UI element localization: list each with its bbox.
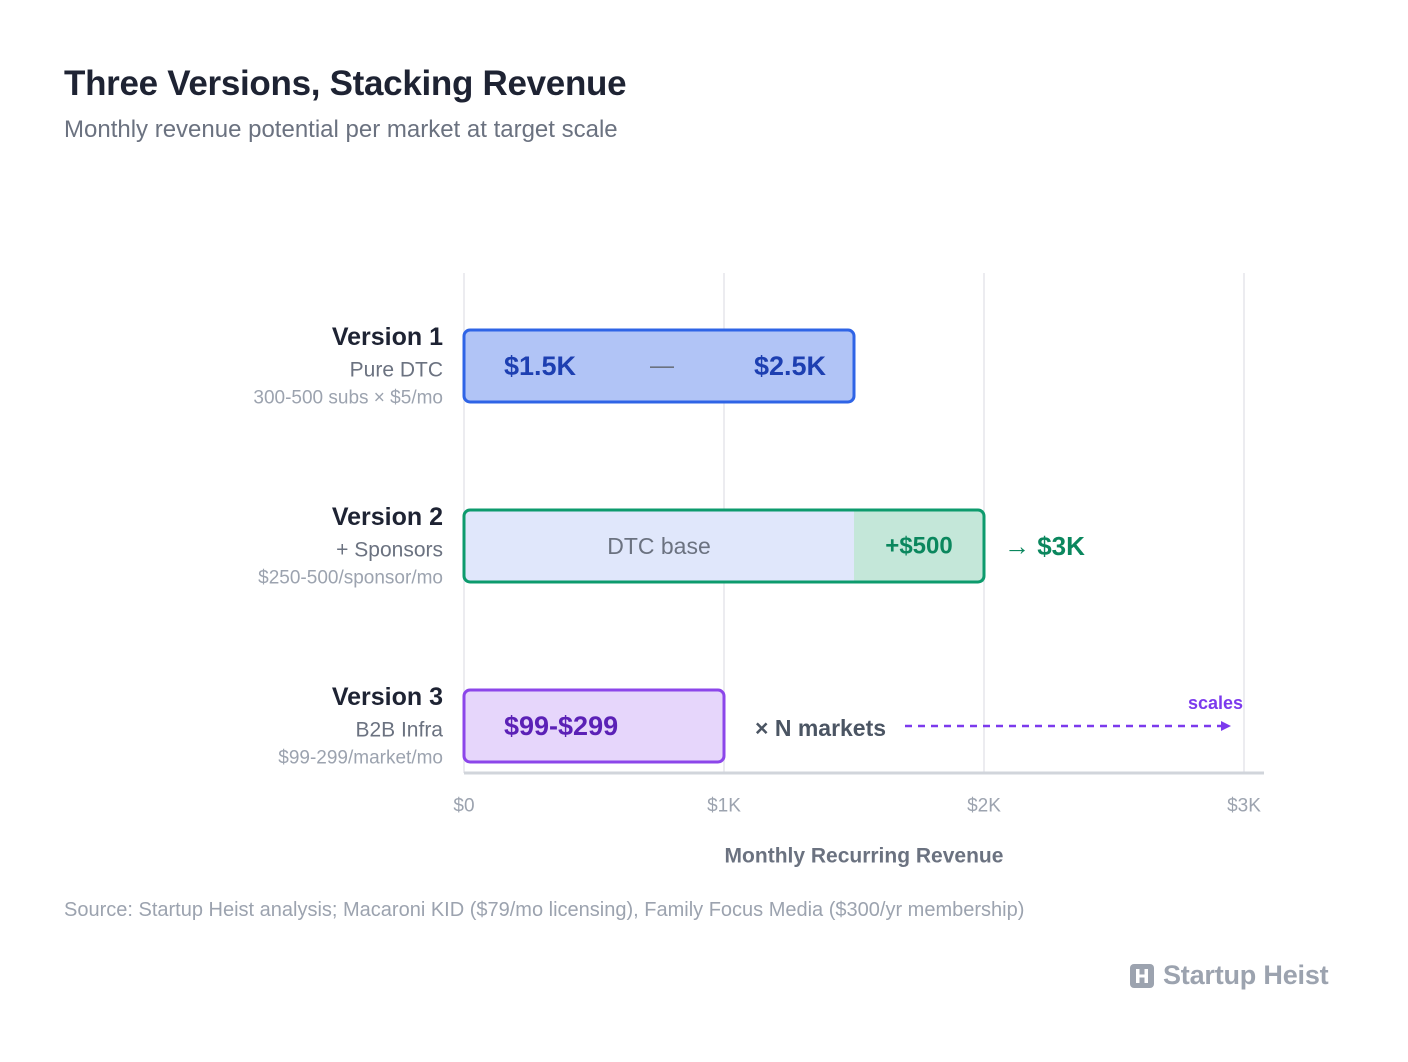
v2-sponsor-segment[interactable] bbox=[854, 510, 984, 582]
v3-multiplier-label: × N markets bbox=[755, 715, 886, 741]
v2-base-label: DTC base bbox=[607, 533, 711, 559]
x-tick-label: $1K bbox=[707, 796, 741, 817]
chart-subtitle: Monthly revenue potential per market at … bbox=[64, 116, 618, 143]
x-tick-label: $0 bbox=[453, 796, 474, 817]
brand-name: Startup Heist bbox=[1163, 960, 1329, 990]
v2-bar-outline bbox=[462, 508, 986, 584]
source-note: Source: Startup Heist analysis; Macaroni… bbox=[64, 899, 1025, 921]
v3-value-label: $99-$299 bbox=[504, 711, 618, 741]
x-tick-label: $2K bbox=[967, 796, 1001, 817]
chart-title: Three Versions, Stacking Revenue bbox=[64, 64, 627, 103]
row-detail: $99-299/market/mo bbox=[278, 748, 443, 769]
v3-bar[interactable] bbox=[462, 688, 726, 764]
row-title: Version 1 bbox=[332, 323, 443, 351]
v1-low-label: $1.5K bbox=[504, 351, 577, 381]
brand-logo[interactable]: Startup Heist bbox=[1129, 960, 1329, 991]
x-axis-label: Monthly Recurring Revenue bbox=[725, 845, 1004, 868]
v1-separator: — bbox=[650, 353, 674, 380]
brand-h-icon bbox=[1130, 963, 1154, 988]
row-detail: 300-500 subs × $5/mo bbox=[253, 388, 443, 409]
row-sublabel: Pure DTC bbox=[350, 359, 443, 382]
v1-bar[interactable] bbox=[462, 328, 856, 404]
x-tick-label: $3K bbox=[1227, 796, 1261, 817]
v2-sponsor-label: +$500 bbox=[885, 533, 952, 560]
v1-high-label: $2.5K bbox=[754, 351, 827, 381]
v2-total-label: → $3K bbox=[1004, 531, 1085, 561]
row-sublabel: + Sponsors bbox=[336, 539, 443, 562]
row-title: Version 2 bbox=[332, 503, 443, 531]
v3-scale-label: scales bbox=[1188, 693, 1243, 713]
row-title: Version 3 bbox=[332, 683, 443, 711]
row-sublabel: B2B Infra bbox=[355, 719, 443, 742]
v2-base-segment[interactable] bbox=[464, 510, 854, 582]
row-detail: $250-500/sponsor/mo bbox=[258, 568, 443, 589]
